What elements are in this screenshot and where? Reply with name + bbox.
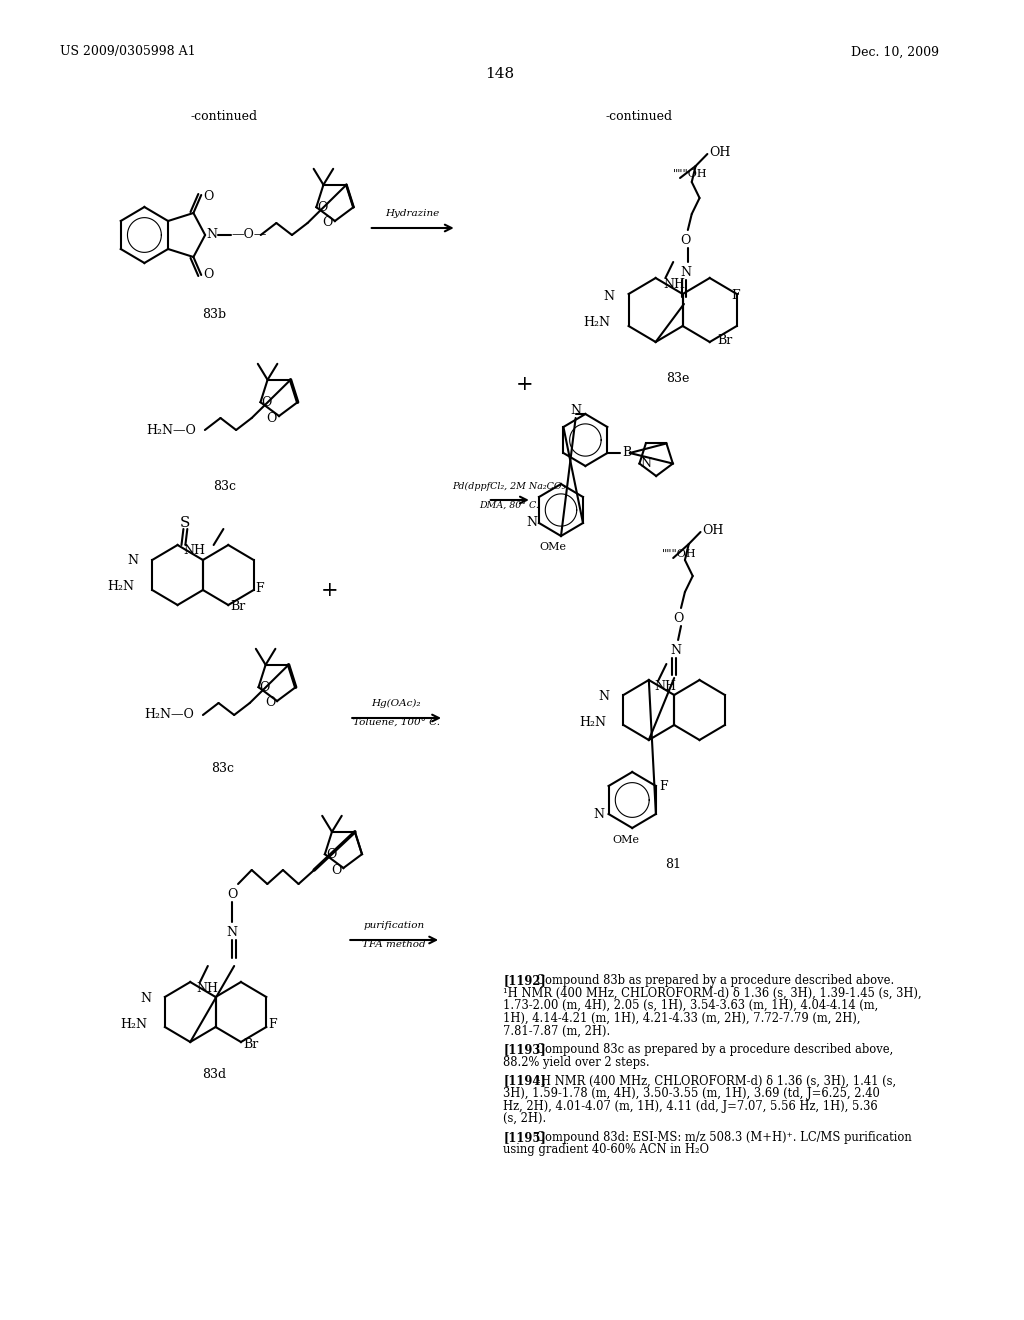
Text: H₂N: H₂N xyxy=(579,715,606,729)
Text: +: + xyxy=(516,375,534,395)
Text: [1192]: [1192] xyxy=(504,974,546,987)
Text: O: O xyxy=(317,201,328,214)
Text: purification: purification xyxy=(364,920,425,929)
Text: N: N xyxy=(640,457,651,470)
Text: N: N xyxy=(671,644,682,656)
Text: F: F xyxy=(256,582,264,594)
Text: N: N xyxy=(594,808,604,821)
Text: Compound 83c as prepared by a procedure described above,: Compound 83c as prepared by a procedure … xyxy=(528,1043,893,1056)
Text: +: + xyxy=(321,581,339,599)
Text: -continued: -continued xyxy=(605,110,673,123)
Text: O: O xyxy=(331,863,341,876)
Text: O: O xyxy=(326,847,336,861)
Text: O: O xyxy=(203,268,214,281)
Text: OMe: OMe xyxy=(540,543,566,552)
Text: [1194]: [1194] xyxy=(504,1074,547,1088)
Text: F: F xyxy=(731,289,740,302)
Text: O: O xyxy=(259,681,270,694)
Text: H₂N: H₂N xyxy=(108,581,134,594)
Text: """OH: """OH xyxy=(673,169,708,180)
Text: B: B xyxy=(622,446,631,459)
Text: Hg(OAc)₂: Hg(OAc)₂ xyxy=(372,698,421,708)
Text: Br: Br xyxy=(718,334,733,347)
Text: —O—: —O— xyxy=(231,228,267,242)
Text: using gradient 40-60% ACN in H₂O: using gradient 40-60% ACN in H₂O xyxy=(504,1143,710,1156)
Text: N: N xyxy=(206,228,217,242)
Text: 7.81-7.87 (m, 2H).: 7.81-7.87 (m, 2H). xyxy=(504,1024,610,1038)
Text: OMe: OMe xyxy=(613,836,640,845)
Text: 83c: 83c xyxy=(211,762,233,775)
Text: Compound 83b as prepared by a procedure described above.: Compound 83b as prepared by a procedure … xyxy=(528,974,894,987)
Text: Br: Br xyxy=(230,601,246,614)
Text: NH: NH xyxy=(197,982,218,994)
Text: N: N xyxy=(599,689,609,702)
Text: N: N xyxy=(680,265,691,279)
Text: 88.2% yield over 2 steps.: 88.2% yield over 2 steps. xyxy=(504,1056,650,1069)
Text: NH: NH xyxy=(654,680,677,693)
Text: Toluene, 100° C.: Toluene, 100° C. xyxy=(352,718,439,727)
Text: N: N xyxy=(140,991,152,1005)
Text: F: F xyxy=(658,780,668,792)
Text: O: O xyxy=(261,396,271,409)
Text: Hz, 2H), 4.01-4.07 (m, 1H), 4.11 (dd, J=7.07, 5.56 Hz, 1H), 5.36: Hz, 2H), 4.01-4.07 (m, 1H), 4.11 (dd, J=… xyxy=(504,1100,878,1113)
Text: NH: NH xyxy=(664,277,685,290)
Text: O: O xyxy=(203,190,214,202)
Text: [1195]: [1195] xyxy=(504,1131,547,1143)
Text: O: O xyxy=(673,611,683,624)
Text: Pd(dppfCl₂, 2M Na₂CO₃: Pd(dppfCl₂, 2M Na₂CO₃ xyxy=(453,482,566,491)
Text: NH: NH xyxy=(183,544,206,557)
Text: Compound 83d: ESI-MS: m/z 508.3 (M+H)⁺. LC/MS purification: Compound 83d: ESI-MS: m/z 508.3 (M+H)⁺. … xyxy=(528,1131,911,1143)
Text: ¹H NMR (400 MHz, CHLOROFORM-d) δ 1.36 (s, 3H), 1.41 (s,: ¹H NMR (400 MHz, CHLOROFORM-d) δ 1.36 (s… xyxy=(528,1074,896,1088)
Text: F: F xyxy=(268,1019,276,1031)
Text: ¹H NMR (400 MHz, CHLOROFORM-d) δ 1.36 (s, 3H), 1.39-1.45 (s, 3H),: ¹H NMR (400 MHz, CHLOROFORM-d) δ 1.36 (s… xyxy=(504,986,922,999)
Text: 83d: 83d xyxy=(203,1068,226,1081)
Text: O: O xyxy=(227,887,238,900)
Text: OH: OH xyxy=(710,145,731,158)
Text: OH: OH xyxy=(702,524,724,536)
Text: (s, 2H).: (s, 2H). xyxy=(504,1113,547,1125)
Text: N: N xyxy=(604,289,614,302)
Text: H₂N—O: H₂N—O xyxy=(144,709,195,722)
Text: N: N xyxy=(570,404,582,417)
Text: 148: 148 xyxy=(485,67,514,81)
Text: 83e: 83e xyxy=(667,372,690,385)
Text: N: N xyxy=(128,554,138,568)
Text: Dec. 10, 2009: Dec. 10, 2009 xyxy=(851,45,939,58)
Text: O: O xyxy=(323,216,333,230)
Text: -continued: -continued xyxy=(190,110,258,123)
Text: Hydrazine: Hydrazine xyxy=(386,209,440,218)
Text: DMA, 80° C.: DMA, 80° C. xyxy=(479,502,540,510)
Text: N: N xyxy=(226,925,238,939)
Text: 83b: 83b xyxy=(203,308,226,321)
Text: 81: 81 xyxy=(666,858,681,871)
Text: 83c: 83c xyxy=(213,480,236,492)
Text: S: S xyxy=(180,516,190,531)
Text: H₂N: H₂N xyxy=(584,315,610,329)
Text: Br: Br xyxy=(243,1038,258,1051)
Text: O: O xyxy=(681,234,691,247)
Text: H₂N: H₂N xyxy=(121,1018,147,1031)
Text: [1193]: [1193] xyxy=(504,1043,546,1056)
Text: US 2009/0305998 A1: US 2009/0305998 A1 xyxy=(60,45,197,58)
Text: N: N xyxy=(526,516,537,529)
Text: O: O xyxy=(266,412,278,425)
Text: H₂N—O: H₂N—O xyxy=(146,424,197,437)
Text: 1.73-2.00 (m, 4H), 2.05 (s, 1H), 3.54-3.63 (m, 1H), 4.04-4.14 (m,: 1.73-2.00 (m, 4H), 2.05 (s, 1H), 3.54-3.… xyxy=(504,999,879,1012)
Text: """OH: """OH xyxy=(662,549,696,558)
Text: TFA method: TFA method xyxy=(362,940,426,949)
Text: O: O xyxy=(265,697,275,710)
Text: 3H), 1.59-1.78 (m, 4H), 3.50-3.55 (m, 1H), 3.69 (td, J=6.25, 2.40: 3H), 1.59-1.78 (m, 4H), 3.50-3.55 (m, 1H… xyxy=(504,1086,881,1100)
Text: 1H), 4.14-4.21 (m, 1H), 4.21-4.33 (m, 2H), 7.72-7.79 (m, 2H),: 1H), 4.14-4.21 (m, 1H), 4.21-4.33 (m, 2H… xyxy=(504,1012,861,1024)
